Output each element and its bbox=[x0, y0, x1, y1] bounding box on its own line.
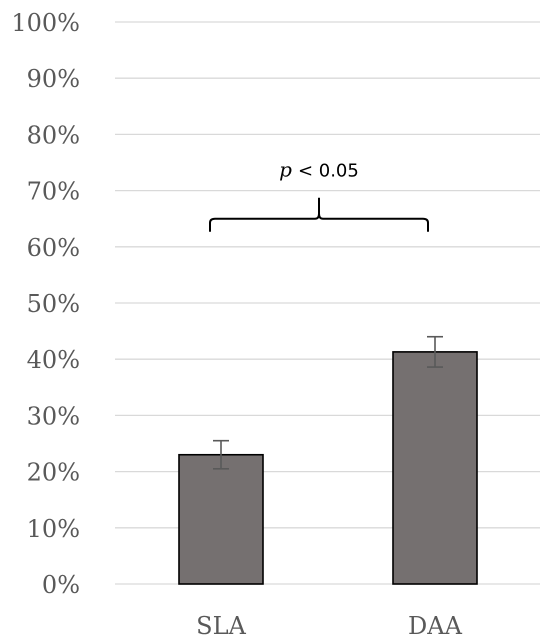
error-bars bbox=[213, 335, 443, 470]
y-tick-label: 20% bbox=[27, 459, 80, 487]
y-tick-label: 100% bbox=[11, 9, 80, 37]
significance-annotation: p < 0.05 bbox=[209, 158, 429, 232]
y-tick-label: 80% bbox=[27, 121, 80, 149]
x-tick-label-sla: SLA bbox=[196, 612, 246, 640]
y-tick-label: 40% bbox=[27, 346, 80, 374]
error-bar-sla bbox=[213, 439, 229, 470]
bars bbox=[178, 351, 478, 585]
p-comparison: < 0.05 bbox=[298, 161, 359, 182]
x-axis-ticks: SLA DAA bbox=[196, 612, 462, 640]
p-symbol: p bbox=[279, 158, 292, 182]
bar-sla bbox=[178, 453, 264, 585]
y-axis-ticks: 0% 10% 20% 30% 40% 50% 60% 70% 80% 90% 100% bbox=[11, 9, 80, 599]
x-tick-label-daa: DAA bbox=[408, 612, 463, 640]
y-tick-label: 60% bbox=[27, 234, 80, 262]
y-tick-label: 50% bbox=[27, 290, 80, 318]
y-tick-label: 0% bbox=[42, 571, 80, 599]
bar-daa bbox=[392, 351, 478, 585]
y-tick-label: 30% bbox=[27, 402, 80, 430]
significance-bracket bbox=[209, 197, 429, 232]
error-bar-daa bbox=[427, 335, 443, 368]
y-tick-label: 70% bbox=[27, 178, 80, 206]
y-tick-label: 10% bbox=[27, 515, 80, 543]
y-tick-label: 90% bbox=[27, 65, 80, 93]
p-value-label: p < 0.05 bbox=[279, 158, 359, 182]
